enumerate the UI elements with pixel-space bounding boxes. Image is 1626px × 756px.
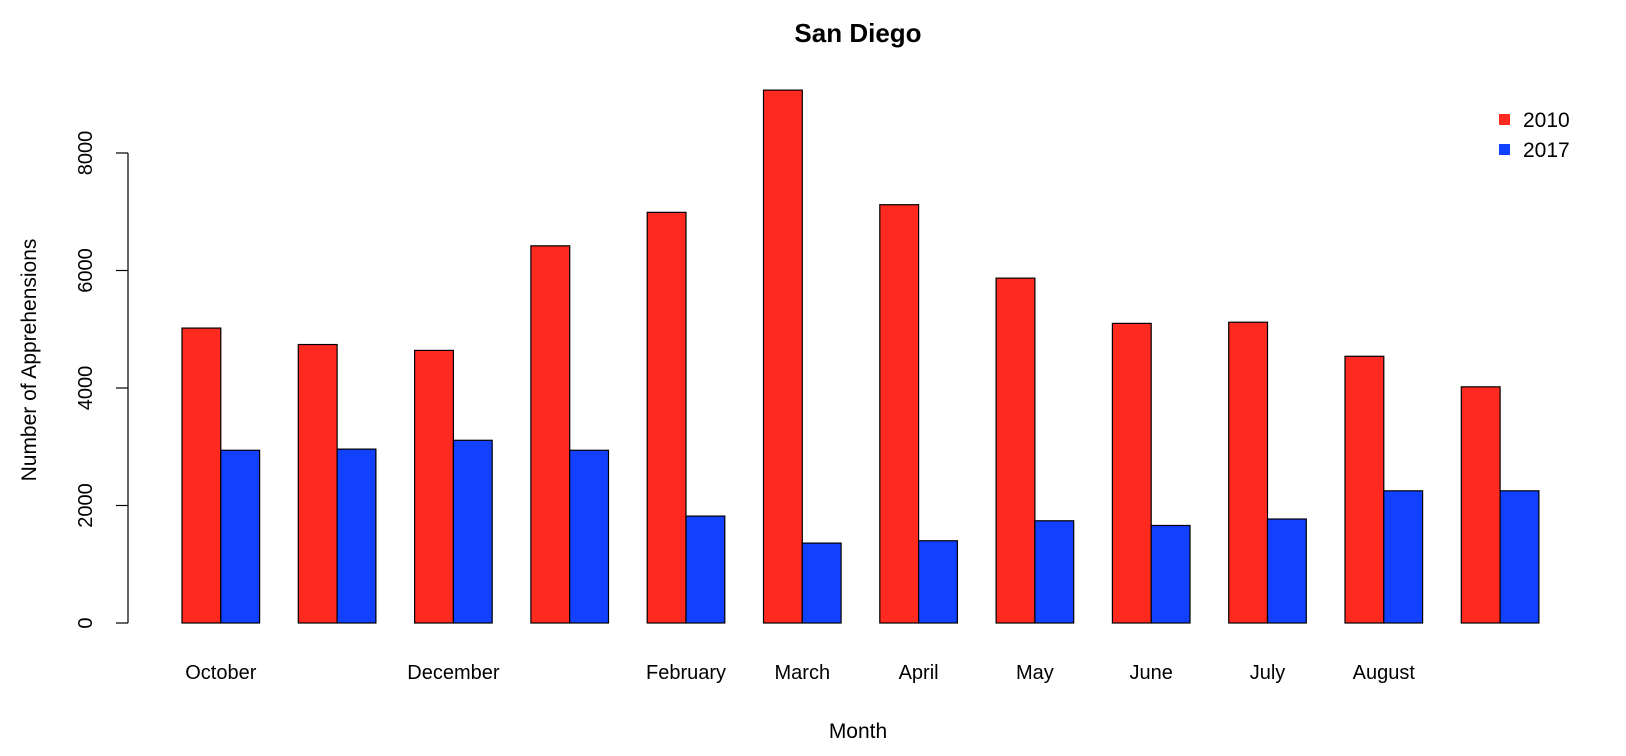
- x-tick-label: March: [775, 662, 831, 684]
- bar-2017-9: [1266, 518, 1307, 624]
- y-tick-label: 4000: [75, 366, 97, 411]
- x-tick-label: July: [1250, 662, 1286, 684]
- y-tick-label: 0: [75, 617, 97, 628]
- legend-label: 2010: [1523, 109, 1570, 132]
- bar-2017-5: [801, 542, 842, 624]
- bar-2017-3: [569, 449, 610, 624]
- x-tick-label: April: [899, 662, 939, 684]
- bar-2010-0: [181, 327, 222, 624]
- bar-2010-3: [530, 245, 571, 624]
- legend-swatch-2010: [1499, 114, 1510, 125]
- x-axis-label: Month: [829, 720, 887, 743]
- bars: [181, 89, 1540, 624]
- y-axis-label: Number of Apprehensions: [18, 239, 41, 482]
- bar-2017-0: [220, 449, 261, 624]
- x-tick-label: December: [407, 662, 500, 684]
- bar-2010-2: [414, 349, 455, 624]
- y-tick-label: 2000: [75, 483, 97, 528]
- legend-swatch-2017: [1499, 144, 1510, 155]
- bar-2010-1: [297, 343, 338, 624]
- bar-2017-6: [917, 540, 958, 624]
- x-tick-label: October: [185, 662, 256, 684]
- x-tick-label: February: [646, 662, 726, 684]
- x-tick-label: August: [1353, 662, 1416, 684]
- bar-2017-10: [1383, 490, 1424, 624]
- bar-2010-7: [995, 277, 1036, 624]
- legend: 2010 2017: [1499, 109, 1570, 162]
- bar-2017-8: [1150, 524, 1191, 624]
- bar-2010-11: [1460, 386, 1501, 624]
- bar-2017-11: [1499, 490, 1540, 624]
- bar-2017-7: [1034, 520, 1075, 624]
- bar-2010-9: [1228, 321, 1269, 624]
- y-tick-label: 8000: [75, 131, 97, 176]
- bar-2010-4: [646, 211, 687, 624]
- bar-2010-8: [1111, 322, 1152, 624]
- bar-2010-6: [879, 204, 920, 624]
- x-tick-label: May: [1016, 662, 1054, 684]
- x-tick-labels: October December February March April May June…: [185, 662, 1415, 684]
- bar-2017-4: [685, 515, 726, 624]
- chart-title: San Diego: [794, 18, 921, 48]
- bar-2010-10: [1344, 355, 1385, 624]
- bar-2017-2: [452, 439, 493, 624]
- legend-label: 2017: [1523, 139, 1570, 162]
- y-tick-label: 6000: [75, 248, 97, 293]
- bar-2017-1: [336, 448, 377, 624]
- y-axis: 0 2000 4000 6000 8000: [75, 131, 129, 629]
- bar-2010-5: [762, 89, 803, 624]
- x-tick-label: June: [1130, 662, 1173, 684]
